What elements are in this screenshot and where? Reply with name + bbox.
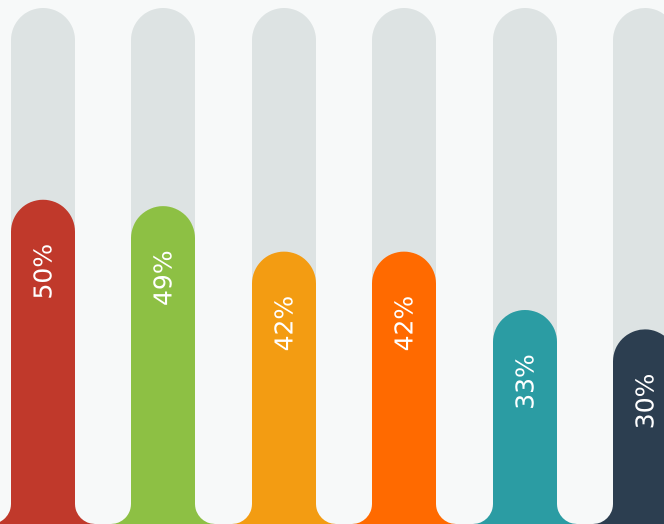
bar-value-label: 42% bbox=[270, 296, 299, 352]
bar-2 bbox=[111, 206, 215, 524]
bar-1 bbox=[0, 199, 95, 524]
bar-3 bbox=[232, 251, 336, 524]
data-labels: 50% 49% 42% 42% 33% 30% bbox=[29, 244, 660, 429]
bar-value-label: 49% bbox=[149, 250, 178, 306]
bar-value-label: 30% bbox=[631, 374, 660, 430]
bar-value-label: 50% bbox=[29, 244, 58, 300]
bar-value-label: 33% bbox=[511, 354, 540, 410]
bar-fills bbox=[0, 199, 664, 524]
bar-value-label: 42% bbox=[390, 296, 419, 352]
bar-6 bbox=[593, 329, 664, 524]
bar-tracks bbox=[0, 8, 664, 524]
bar-4 bbox=[352, 251, 456, 524]
bar-5 bbox=[473, 309, 577, 524]
